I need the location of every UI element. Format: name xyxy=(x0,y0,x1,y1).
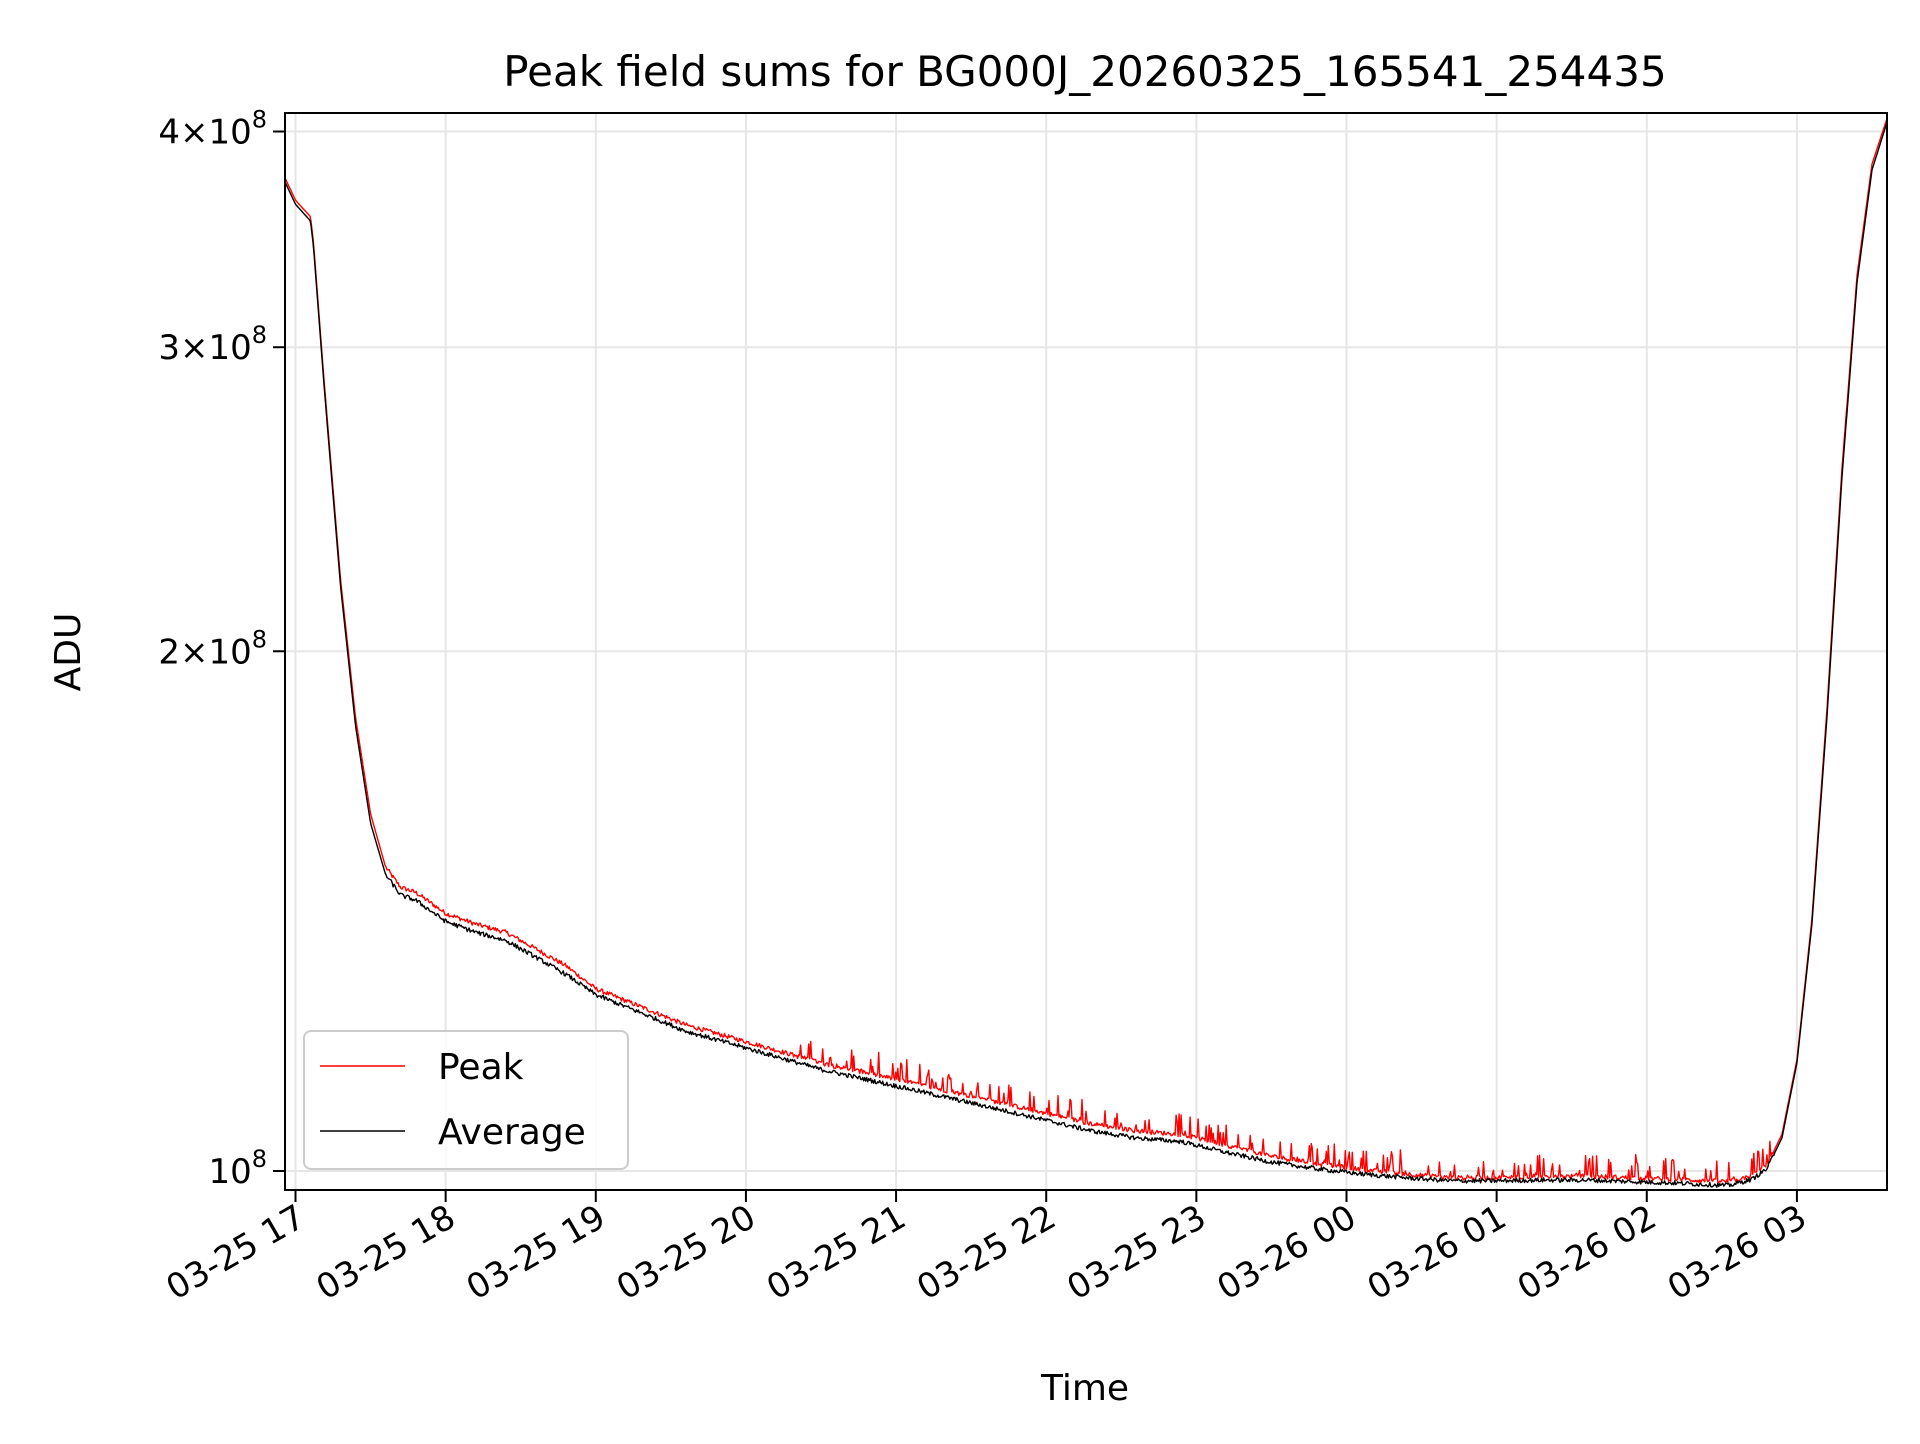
y-tick-label: 3×108 xyxy=(158,321,267,368)
series-layer xyxy=(285,118,1887,1188)
legend: Peak Average xyxy=(303,1030,629,1170)
y-tick-mantissa: 4×10 xyxy=(158,113,251,153)
chart-title: Peak field sums for BG000J_20260325_1655… xyxy=(503,47,1666,96)
y-axis-label: ADU xyxy=(48,613,89,692)
y-tick-label: 108 xyxy=(208,1145,267,1192)
legend-label-average: Average xyxy=(438,1112,586,1153)
y-tick-label: 2×108 xyxy=(158,625,267,672)
series-line-average xyxy=(285,121,1887,1188)
y-tick-mantissa: 10 xyxy=(208,1152,251,1192)
y-tick-mantissa: 3×10 xyxy=(158,328,251,368)
series-line-peak xyxy=(285,118,1887,1184)
grid-layer xyxy=(285,113,1887,1190)
y-tick-label: 4×108 xyxy=(158,106,267,153)
x-axis-label: Time xyxy=(1040,1368,1129,1409)
y-tick-mantissa: 2×10 xyxy=(158,632,251,672)
y-tick-exponent: 8 xyxy=(252,1145,267,1173)
y-tick-exponent: 8 xyxy=(252,625,267,653)
y-tick-exponent: 8 xyxy=(252,321,267,349)
y-tick-exponent: 8 xyxy=(252,106,267,134)
legend-label-peak: Peak xyxy=(438,1047,524,1088)
